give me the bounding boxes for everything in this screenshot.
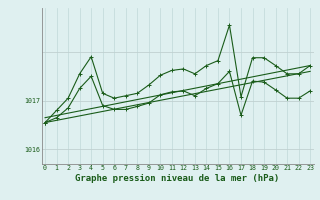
X-axis label: Graphe pression niveau de la mer (hPa): Graphe pression niveau de la mer (hPa) — [76, 174, 280, 183]
